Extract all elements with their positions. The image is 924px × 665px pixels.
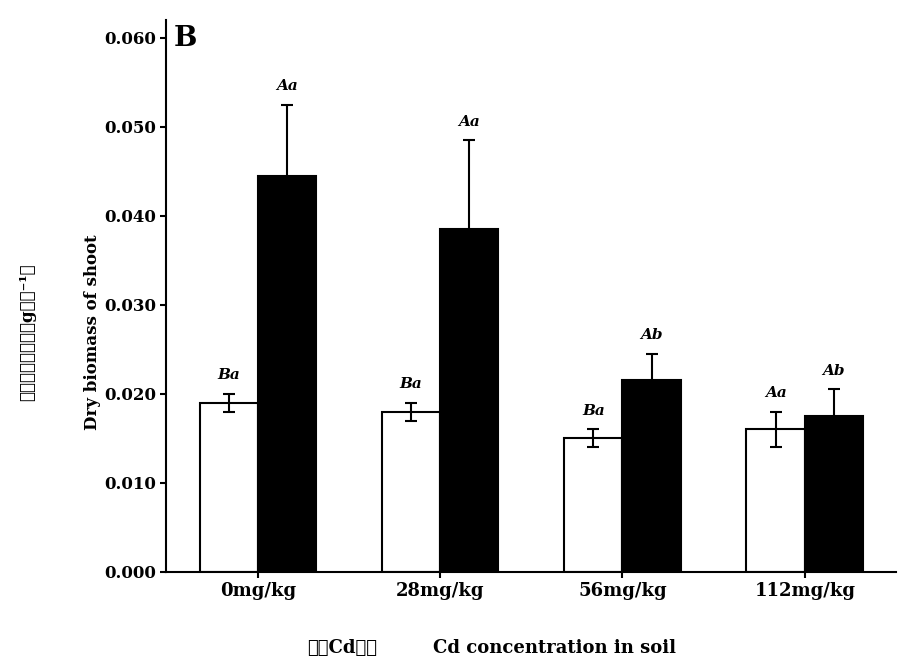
Text: 地上部干质量／（g･株⁻¹）: 地上部干质量／（g･株⁻¹） (19, 264, 36, 401)
Bar (258, 176, 316, 572)
Text: Ab: Ab (640, 329, 663, 342)
Text: Ba: Ba (582, 404, 604, 418)
Text: Cd concentration in soil: Cd concentration in soil (433, 639, 675, 658)
Text: Ba: Ba (399, 377, 422, 391)
Bar (805, 416, 863, 572)
Bar (747, 430, 805, 572)
Text: 土壭Cd浓度: 土壭Cd浓度 (307, 639, 377, 658)
Text: B: B (174, 25, 197, 53)
Bar (565, 438, 623, 572)
Bar (440, 229, 498, 572)
Text: Ba: Ba (217, 368, 240, 382)
Text: Aa: Aa (765, 386, 786, 400)
Bar (382, 412, 440, 572)
Text: Aa: Aa (458, 114, 480, 128)
Text: Ab: Ab (822, 364, 845, 378)
Text: Dry biomass of shoot: Dry biomass of shoot (84, 235, 101, 430)
Bar (200, 403, 258, 572)
Text: Aa: Aa (276, 79, 298, 93)
Bar (623, 380, 681, 572)
